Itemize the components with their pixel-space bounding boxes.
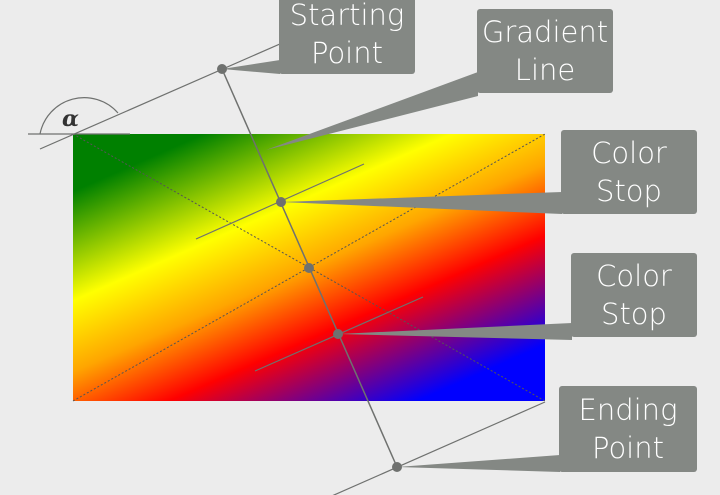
ending-point-callout: Ending Point	[559, 386, 697, 472]
color-stop-1-line-1: Color	[591, 136, 667, 170]
color-stop-1-pointer	[281, 192, 562, 214]
gradient-line-line-2: Line	[514, 53, 576, 87]
ending-point-line-2: Point	[591, 431, 664, 465]
angle-alpha-label: α	[62, 106, 79, 132]
color-stop-1-line-2: Stop	[596, 174, 662, 208]
angle-arc	[39, 97, 119, 135]
color-stop-2-callout: Color Stop	[571, 253, 697, 337]
color-stop-1-marker	[276, 197, 286, 207]
starting-point-line-2: Point	[310, 36, 383, 70]
start-perpendicular	[39, 32, 306, 150]
gradient-line-pointer	[266, 72, 478, 150]
color-stop-2-marker	[333, 329, 343, 339]
ending-point-pointer	[397, 455, 560, 472]
color-stop-2-pointer	[338, 323, 572, 340]
end-perpendicular	[332, 401, 546, 495]
starting-point-pointer	[222, 60, 280, 74]
gradient-line-line-1: Gradient	[481, 15, 609, 49]
ending-point-marker	[392, 462, 402, 472]
starting-point-marker	[217, 64, 227, 74]
starting-point-line-1: Starting	[289, 0, 405, 32]
color-stop-2-line-2: Stop	[601, 297, 667, 331]
color-stop-2-line-1: Color	[596, 259, 672, 293]
gradient-line-callout: Gradient Line	[477, 9, 613, 93]
ending-point-line-1: Ending	[578, 393, 678, 427]
center-marker	[304, 263, 314, 273]
color-stop-1-callout: Color Stop	[561, 130, 697, 214]
starting-point-callout: Starting Point	[279, 0, 415, 74]
